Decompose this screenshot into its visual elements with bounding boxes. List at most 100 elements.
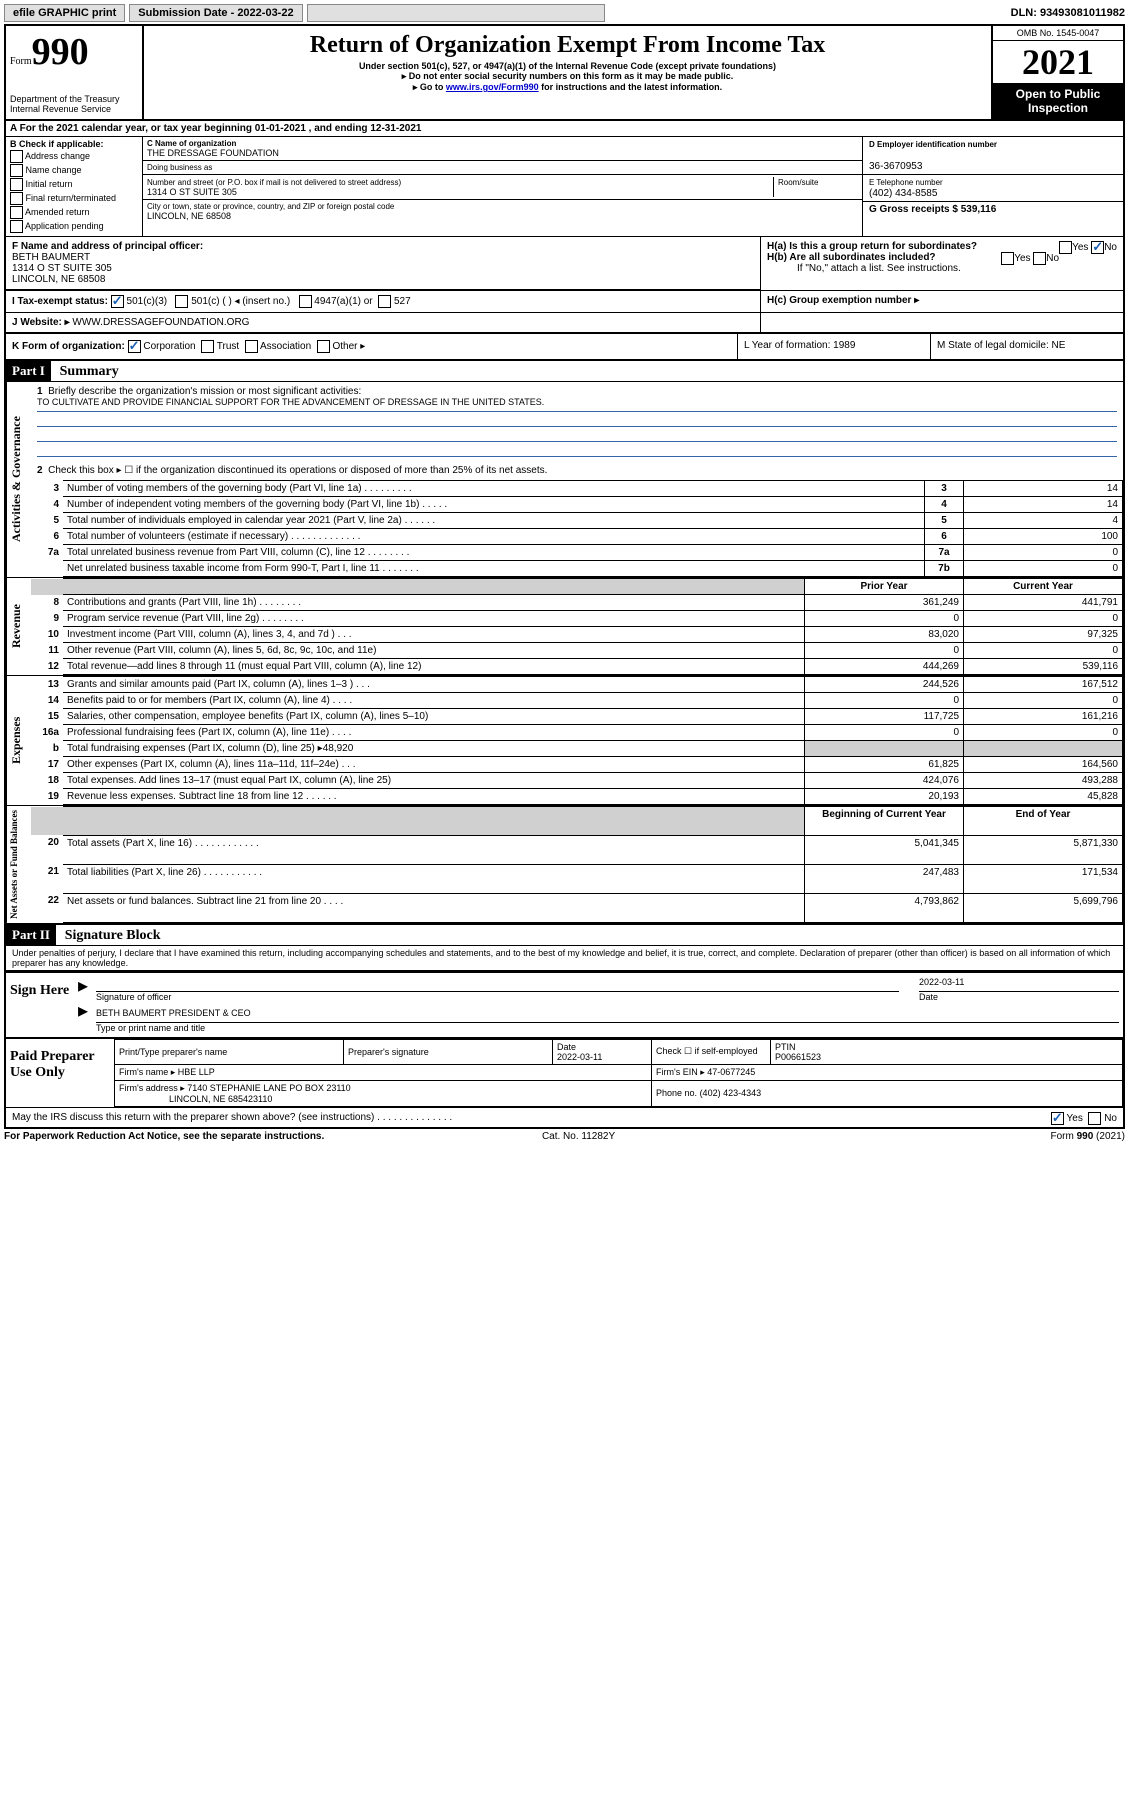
vert-revenue: Revenue	[6, 578, 31, 675]
firm-ein: 47-0677245	[707, 1067, 755, 1077]
hb-yes-cb[interactable]	[1001, 252, 1014, 265]
part2-header: Part II	[6, 925, 56, 945]
cb-assoc[interactable]	[245, 340, 258, 353]
firm-name-label: Firm's name ▸	[119, 1067, 175, 1077]
part1-header: Part I	[6, 361, 51, 381]
officer-addr2: LINCOLN, NE 68508	[12, 274, 105, 285]
pra-notice: For Paperwork Reduction Act Notice, see …	[4, 1131, 324, 1142]
prep-phone-label: Phone no.	[656, 1088, 697, 1098]
prep-date-label: Date	[557, 1042, 576, 1052]
prep-date: 2022-03-11	[557, 1052, 602, 1062]
subtitle-2: ▸ Do not enter social security numbers o…	[148, 71, 987, 82]
room-label: Room/suite	[778, 178, 818, 187]
governance-table: 3Number of voting members of the governi…	[31, 480, 1123, 577]
city-value: LINCOLN, NE 68508	[147, 211, 858, 221]
vert-expenses: Expenses	[6, 676, 31, 805]
city-label: City or town, state or province, country…	[147, 202, 858, 211]
q1-text: Briefly describe the organization's miss…	[48, 386, 361, 397]
omb-number: OMB No. 1545-0047	[993, 26, 1123, 41]
row-a-tax-year: A For the 2021 calendar year, or tax yea…	[6, 121, 1123, 137]
k-label: K Form of organization:	[12, 341, 125, 352]
cb-trust[interactable]	[201, 340, 214, 353]
ein-label: D Employer identification number	[869, 140, 997, 149]
form-footer: Form 990 (2021)	[1050, 1131, 1124, 1142]
sig-officer-label: Signature of officer	[96, 992, 899, 1002]
hb-no-cb[interactable]	[1033, 252, 1046, 265]
m-domicile: M State of legal domicile: NE	[930, 334, 1123, 359]
firm-addr: 7140 STEPHANIE LANE PO BOX 23110	[187, 1083, 350, 1093]
cb-initial-return[interactable]: Initial return	[10, 178, 138, 191]
org-name: THE DRESSAGE FOUNDATION	[147, 148, 858, 158]
sign-here-label: Sign Here	[6, 973, 74, 1037]
prep-phone: (402) 423-4343	[700, 1088, 762, 1098]
col-b-checkboxes: B Check if applicable: Address change Na…	[6, 137, 143, 236]
ptin-label: PTIN	[775, 1042, 796, 1052]
vert-governance: Activities & Governance	[6, 382, 31, 577]
ha-no-cb[interactable]	[1091, 241, 1104, 254]
website-value: WWW.DRESSAGEFOUNDATION.ORG	[72, 317, 249, 328]
ptin-value: P00661523	[775, 1052, 821, 1062]
cb-other[interactable]	[317, 340, 330, 353]
officer-name-title: BETH BAUMERT PRESIDENT & CEO	[96, 1008, 1119, 1023]
firm-city: LINCOLN, NE 685423110	[169, 1094, 272, 1104]
cb-amended-return[interactable]: Amended return	[10, 206, 138, 219]
efile-print-button[interactable]: efile GRAPHIC print	[4, 4, 125, 22]
vert-net-assets: Net Assets or Fund Balances	[6, 806, 31, 923]
cb-final-return[interactable]: Final return/terminated	[10, 192, 138, 205]
paid-preparer-label: Paid Preparer Use Only	[6, 1039, 114, 1107]
irs-link[interactable]: www.irs.gov/Form990	[446, 82, 539, 92]
cb-address-change[interactable]: Address change	[10, 150, 138, 163]
revenue-table: Prior YearCurrent Year8Contributions and…	[31, 578, 1123, 675]
officer-addr1: 1314 O ST SUITE 305	[12, 263, 112, 274]
type-name-label: Type or print name and title	[96, 1023, 1119, 1033]
hb-note: If "No," attach a list. See instructions…	[767, 263, 1117, 274]
hc-label: H(c) Group exemption number ▸	[767, 295, 919, 306]
form-num: 990	[32, 31, 89, 73]
dept-label: Department of the Treasury Internal Reve…	[10, 94, 138, 114]
tax-year: 2021	[993, 41, 1123, 83]
cb-527[interactable]	[378, 295, 391, 308]
part1-title: Summary	[54, 364, 119, 379]
discuss-yes-cb[interactable]	[1051, 1112, 1064, 1125]
subtitle-1: Under section 501(c), 527, or 4947(a)(1)…	[148, 61, 987, 71]
firm-ein-label: Firm's EIN ▸	[656, 1067, 705, 1077]
hb-label: H(b) Are all subordinates included?	[767, 252, 936, 263]
cb-501c[interactable]	[175, 295, 188, 308]
discuss-no-cb[interactable]	[1088, 1112, 1101, 1125]
cb-corp[interactable]	[128, 340, 141, 353]
preparer-table: Print/Type preparer's name Preparer's si…	[114, 1039, 1123, 1107]
discuss-text: May the IRS discuss this return with the…	[12, 1112, 452, 1123]
expenses-table: 13Grants and similar amounts paid (Part …	[31, 676, 1123, 805]
self-employed-cb[interactable]: Check ☐ if self-employed	[656, 1046, 758, 1056]
cb-app-pending[interactable]: Application pending	[10, 220, 138, 233]
submission-date-button[interactable]: Submission Date - 2022-03-22	[129, 4, 302, 22]
j-label: J Website: ▸	[12, 317, 70, 328]
form-number-block: Form990 Department of the Treasury Inter…	[6, 26, 144, 119]
blank-button	[307, 4, 605, 22]
addr-value: 1314 O ST SUITE 305	[147, 187, 237, 197]
f-label: F Name and address of principal officer:	[12, 241, 203, 252]
declaration-text: Under penalties of perjury, I declare th…	[6, 946, 1123, 971]
firm-name: HBE LLP	[178, 1067, 215, 1077]
gross-receipts: G Gross receipts $ 539,116	[869, 204, 996, 215]
officer-name: BETH BAUMERT	[12, 252, 90, 263]
arrow-icon: ▸▸	[74, 973, 92, 1037]
cat-no: Cat. No. 11282Y	[542, 1131, 615, 1142]
cb-4947[interactable]	[299, 295, 312, 308]
cb-501c3[interactable]	[111, 295, 124, 308]
i-label: I Tax-exempt status:	[12, 296, 108, 307]
subtitle-3: ▸ Go to www.irs.gov/Form990 for instruct…	[148, 82, 987, 93]
ha-label: H(a) Is this a group return for subordin…	[767, 241, 977, 252]
dba-label: Doing business as	[147, 163, 858, 172]
col-b-header: B Check if applicable:	[10, 139, 138, 149]
date-label: Date	[919, 992, 1119, 1002]
form-label: Form	[10, 56, 32, 67]
part2-title: Signature Block	[59, 928, 161, 943]
open-public-badge: Open to Public Inspection	[993, 83, 1123, 119]
c-label: C Name of organization	[147, 139, 858, 148]
ha-yes-cb[interactable]	[1059, 241, 1072, 254]
net-assets-table: Beginning of Current YearEnd of Year20To…	[31, 806, 1123, 923]
l-year-formation: L Year of formation: 1989	[737, 334, 930, 359]
ein-value: 36-3670953	[869, 161, 922, 172]
cb-name-change[interactable]: Name change	[10, 164, 138, 177]
